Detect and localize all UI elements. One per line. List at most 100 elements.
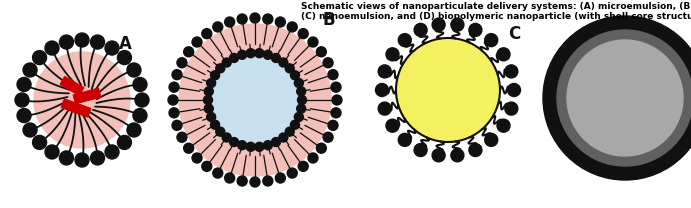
- Circle shape: [45, 41, 59, 55]
- Circle shape: [507, 83, 520, 97]
- Circle shape: [497, 48, 510, 61]
- Circle shape: [375, 83, 388, 97]
- FancyBboxPatch shape: [73, 88, 101, 104]
- Circle shape: [192, 37, 202, 47]
- Circle shape: [211, 71, 220, 80]
- Circle shape: [263, 50, 272, 59]
- Circle shape: [223, 133, 231, 142]
- Circle shape: [331, 82, 341, 92]
- Circle shape: [272, 53, 281, 62]
- Circle shape: [75, 153, 89, 167]
- Circle shape: [328, 70, 338, 80]
- Circle shape: [272, 137, 281, 147]
- Circle shape: [91, 35, 104, 49]
- Circle shape: [250, 177, 260, 187]
- Circle shape: [246, 142, 255, 151]
- Circle shape: [250, 13, 260, 23]
- Circle shape: [290, 120, 299, 129]
- Circle shape: [229, 53, 238, 62]
- Circle shape: [255, 49, 264, 58]
- Circle shape: [398, 133, 411, 146]
- Circle shape: [17, 109, 31, 123]
- Circle shape: [135, 93, 149, 107]
- Circle shape: [316, 47, 326, 57]
- Circle shape: [32, 51, 46, 64]
- Circle shape: [133, 109, 147, 123]
- Circle shape: [23, 63, 37, 77]
- Circle shape: [237, 14, 247, 24]
- Circle shape: [237, 176, 247, 186]
- Circle shape: [543, 16, 691, 180]
- Circle shape: [192, 153, 202, 163]
- Circle shape: [45, 145, 59, 159]
- Circle shape: [246, 49, 255, 58]
- Circle shape: [263, 14, 273, 24]
- Circle shape: [213, 22, 223, 32]
- Circle shape: [238, 50, 247, 59]
- Circle shape: [378, 65, 391, 78]
- Circle shape: [497, 119, 510, 132]
- Circle shape: [205, 104, 214, 113]
- Circle shape: [263, 176, 273, 186]
- Circle shape: [184, 47, 193, 57]
- Circle shape: [223, 58, 231, 67]
- Circle shape: [225, 17, 235, 27]
- Circle shape: [332, 95, 342, 105]
- Circle shape: [263, 141, 272, 150]
- Circle shape: [279, 133, 288, 142]
- Circle shape: [91, 151, 104, 165]
- Circle shape: [279, 58, 288, 67]
- Circle shape: [202, 29, 212, 39]
- Circle shape: [105, 145, 119, 159]
- Text: A: A: [119, 35, 131, 53]
- Circle shape: [275, 17, 285, 27]
- Circle shape: [299, 161, 308, 171]
- Circle shape: [207, 79, 216, 88]
- Circle shape: [211, 120, 220, 129]
- Circle shape: [105, 41, 119, 55]
- Circle shape: [59, 151, 73, 165]
- Circle shape: [172, 120, 182, 130]
- Circle shape: [204, 95, 213, 104]
- Circle shape: [323, 132, 333, 142]
- Circle shape: [505, 65, 518, 78]
- FancyBboxPatch shape: [61, 99, 91, 117]
- Circle shape: [59, 35, 73, 49]
- Circle shape: [290, 71, 299, 80]
- Circle shape: [169, 82, 179, 92]
- Circle shape: [168, 95, 178, 105]
- Circle shape: [285, 64, 294, 73]
- Circle shape: [323, 58, 333, 68]
- Circle shape: [396, 38, 500, 142]
- Circle shape: [177, 132, 187, 142]
- Text: C: C: [508, 25, 520, 43]
- Circle shape: [32, 135, 46, 149]
- Circle shape: [469, 144, 482, 157]
- Circle shape: [296, 87, 305, 96]
- Circle shape: [557, 30, 691, 166]
- Circle shape: [216, 64, 225, 73]
- Circle shape: [296, 104, 305, 113]
- Circle shape: [133, 77, 147, 92]
- Circle shape: [15, 93, 29, 107]
- Circle shape: [386, 119, 399, 132]
- Circle shape: [127, 123, 141, 137]
- Circle shape: [386, 48, 399, 61]
- Circle shape: [378, 102, 391, 115]
- Circle shape: [75, 33, 89, 47]
- Circle shape: [294, 79, 303, 88]
- Circle shape: [23, 123, 37, 137]
- Circle shape: [414, 144, 427, 157]
- Circle shape: [432, 18, 445, 31]
- Circle shape: [213, 168, 223, 178]
- Circle shape: [172, 70, 182, 80]
- Circle shape: [298, 95, 307, 104]
- Circle shape: [169, 108, 179, 118]
- Circle shape: [567, 40, 683, 156]
- Circle shape: [299, 29, 308, 39]
- Text: B: B: [323, 11, 335, 29]
- Circle shape: [225, 173, 235, 183]
- Circle shape: [216, 127, 225, 136]
- Circle shape: [484, 133, 498, 146]
- Circle shape: [451, 18, 464, 31]
